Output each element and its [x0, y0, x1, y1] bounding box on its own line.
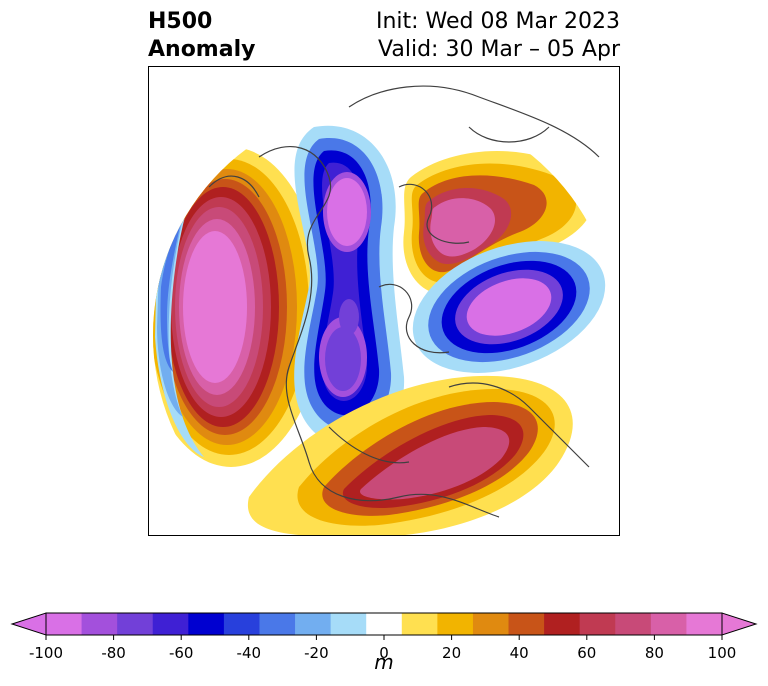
anomaly-field — [153, 125, 606, 535]
colorbar-tick-label: -80 — [101, 644, 126, 662]
coastlines — [208, 85, 600, 518]
colorbar: -100 -80 -60 -40 -20 0 20 40 60 80 100 — [10, 612, 758, 662]
colorbar-bin — [686, 613, 723, 635]
colorbar-bin — [508, 613, 545, 635]
colorbar-tick-label: -40 — [237, 644, 262, 662]
plot-title-left: H500 Anomaly — [148, 8, 255, 64]
colorbar-bin — [117, 613, 154, 635]
colorbar-bin — [81, 613, 118, 635]
anomaly-label: Anomaly — [148, 37, 256, 62]
init-date: Init: Wed 08 Mar 2023 — [375, 9, 620, 34]
colorbar-bin — [615, 613, 652, 635]
plot-title-right: Init: Wed 08 Mar 2023 Valid: 30 Mar – 05… — [376, 8, 620, 64]
colorbar-bin — [295, 613, 332, 635]
trough-siberia — [412, 241, 606, 373]
colorbar-tick-label: -20 — [304, 644, 329, 662]
colorbar-bin — [188, 613, 225, 635]
colorbar-unit: m — [374, 650, 394, 674]
colorbar-bin — [544, 613, 581, 635]
colorbar-bin — [472, 613, 510, 635]
colorbar-tick-label: -100 — [29, 644, 63, 662]
colorbar-bin — [437, 613, 474, 635]
colorbar-bin — [330, 613, 367, 635]
colorbar-bin — [259, 613, 296, 635]
ridge-eurasia — [403, 150, 594, 294]
colorbar-bin — [579, 613, 616, 635]
colorbar-tick-label: 60 — [577, 644, 596, 662]
colorbar-tick-label: 20 — [442, 644, 461, 662]
variable-label: H500 — [148, 9, 213, 34]
colorbar-tick-label: 40 — [510, 644, 529, 662]
colorbar-tick-label: 80 — [645, 644, 664, 662]
trough-canada — [294, 125, 405, 447]
colorbar-ticks: -100 -80 -60 -40 -20 0 20 40 60 80 100 — [29, 635, 736, 662]
colorbar-bins — [10, 612, 758, 636]
colorbar-bin — [152, 613, 189, 635]
colorbar-tick-label: 0 — [379, 644, 389, 662]
colorbar-bin — [223, 613, 260, 635]
ridge-atlantic — [247, 375, 573, 535]
colorbar-tick-label: 100 — [708, 644, 737, 662]
colorbar-extend-low — [10, 612, 47, 636]
colorbar-bin — [366, 613, 403, 635]
valid-range: Valid: 30 Mar – 05 Apr — [378, 37, 620, 62]
map-panel — [148, 66, 620, 536]
colorbar-extend-high — [721, 612, 758, 636]
colorbar-tick-label: -60 — [169, 644, 194, 662]
colorbar-bin — [650, 613, 687, 635]
anomaly-map — [153, 85, 606, 535]
colorbar-bin — [401, 613, 438, 635]
ridge-pacific — [153, 147, 323, 467]
colorbar-bin — [46, 613, 83, 635]
